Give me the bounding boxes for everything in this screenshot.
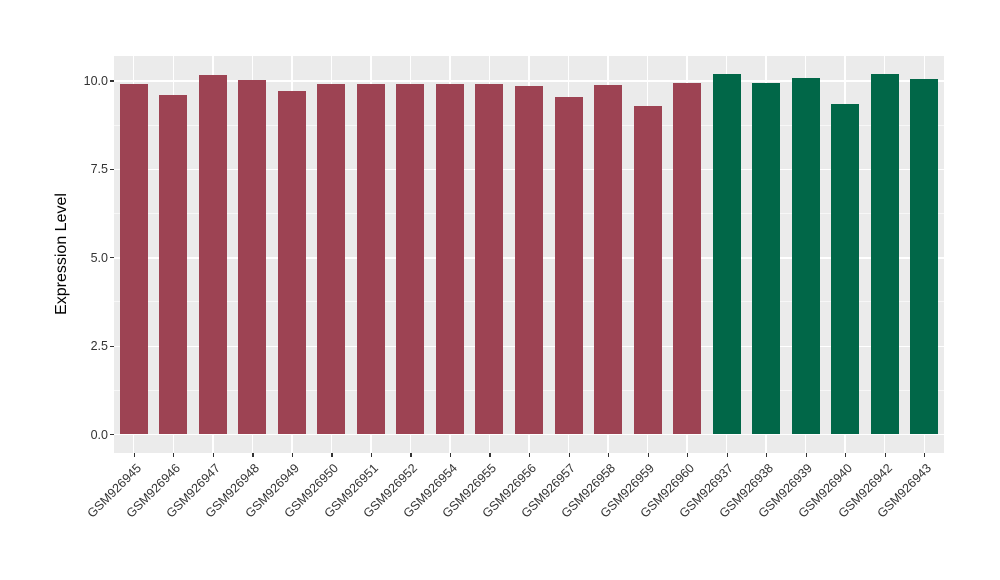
x-axis-tick [449,453,452,457]
x-axis-tick [805,453,807,457]
y-axis-label: 0.0 [90,427,108,442]
x-axis-tick [291,453,294,457]
y-axis-tick [110,257,114,259]
bar-GSM926956 [515,85,543,434]
y-axis-tick [110,168,114,170]
x-axis-tick [608,453,610,457]
bar-GSM926937 [712,74,741,434]
x-axis-tick [410,453,412,457]
x-axis-tick [687,453,689,457]
bar-GSM926949 [277,90,306,434]
bar-GSM926951 [356,83,385,434]
bar-GSM926950 [317,83,346,434]
bar-GSM926952 [396,83,425,434]
y-axis-label: 10.0 [83,73,108,88]
y-axis-tick [110,80,114,82]
bar-GSM926948 [238,79,267,434]
x-axis-tick [726,453,728,457]
x-axis-tick [845,453,847,457]
x-axis-tick [212,453,214,457]
x-axis-tick [173,453,175,457]
x-axis-tick [884,453,886,457]
x-axis-tick [252,453,254,457]
x-axis-tick [924,453,926,457]
y-axis-label: 2.5 [90,339,108,354]
x-axis-tick [370,453,373,457]
x-axis-tick [331,453,333,457]
x-axis-tick [647,453,649,457]
bar-GSM926945 [119,83,148,434]
bar-GSM926943 [910,79,939,434]
x-axis-tick [529,453,531,457]
bar-GSM926954 [435,83,464,434]
bar-GSM926955 [475,83,504,434]
bar-GSM926946 [159,94,188,434]
x-axis-tick [568,453,570,457]
bar-GSM926958 [594,84,623,434]
bar-GSM926957 [554,97,583,434]
bar-GSM926947 [198,75,227,434]
y-axis-label: 7.5 [90,162,108,177]
y-axis-label: 5.0 [90,250,108,265]
y-axis-tick [110,345,114,347]
bar-GSM926942 [870,74,899,434]
bar-GSM926959 [633,105,662,434]
bar-GSM926940 [831,104,860,434]
bar-GSM926939 [791,78,820,434]
y-axis-tick [110,434,114,436]
bar-GSM926960 [673,82,702,434]
bar-GSM926938 [752,82,781,434]
x-axis-tick [766,453,768,457]
x-axis-tick [133,453,135,457]
x-axis-tick [489,453,491,457]
plot-panel [114,56,944,453]
